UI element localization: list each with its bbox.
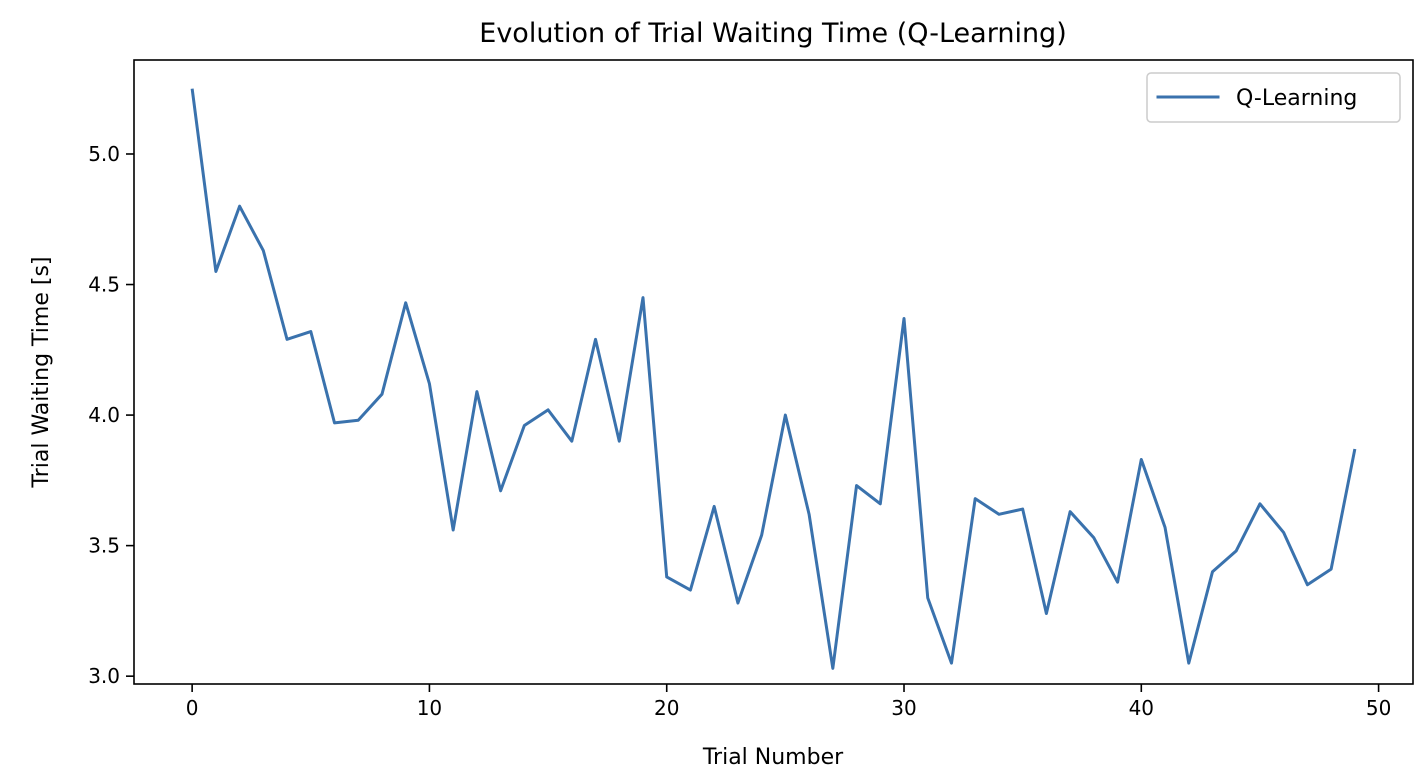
y-axis-label: Trial Waiting Time [s] (29, 257, 54, 489)
x-tick-label: 0 (186, 696, 199, 720)
chart-title: Evolution of Trial Waiting Time (Q-Learn… (479, 18, 1066, 49)
y-axis: 3.0 3.5 4.0 4.5 5.0 (88, 142, 134, 688)
y-tick-label: 3.0 (88, 664, 120, 688)
legend-label: Q-Learning (1236, 86, 1357, 111)
plot-series (190, 88, 1357, 670)
plot-frame (133, 59, 1414, 685)
series-line (190, 88, 1357, 670)
x-tick-label: 40 (1129, 696, 1154, 720)
x-axis-label: Trial Number (702, 745, 844, 770)
legend-box (1146, 72, 1401, 123)
x-tick-label: 20 (654, 696, 679, 720)
x-tick-label: 10 (417, 696, 442, 720)
x-tick-label: 50 (1366, 696, 1391, 720)
y-tick-label: 5.0 (88, 142, 120, 166)
x-axis: 0 10 20 30 40 50 (186, 684, 1391, 720)
y-tick-label: 4.5 (88, 273, 120, 297)
legend: Q-Learning (1146, 72, 1401, 123)
y-tick-label: 3.5 (88, 534, 120, 558)
x-tick-label: 30 (891, 696, 916, 720)
y-tick-label: 4.0 (88, 403, 120, 427)
